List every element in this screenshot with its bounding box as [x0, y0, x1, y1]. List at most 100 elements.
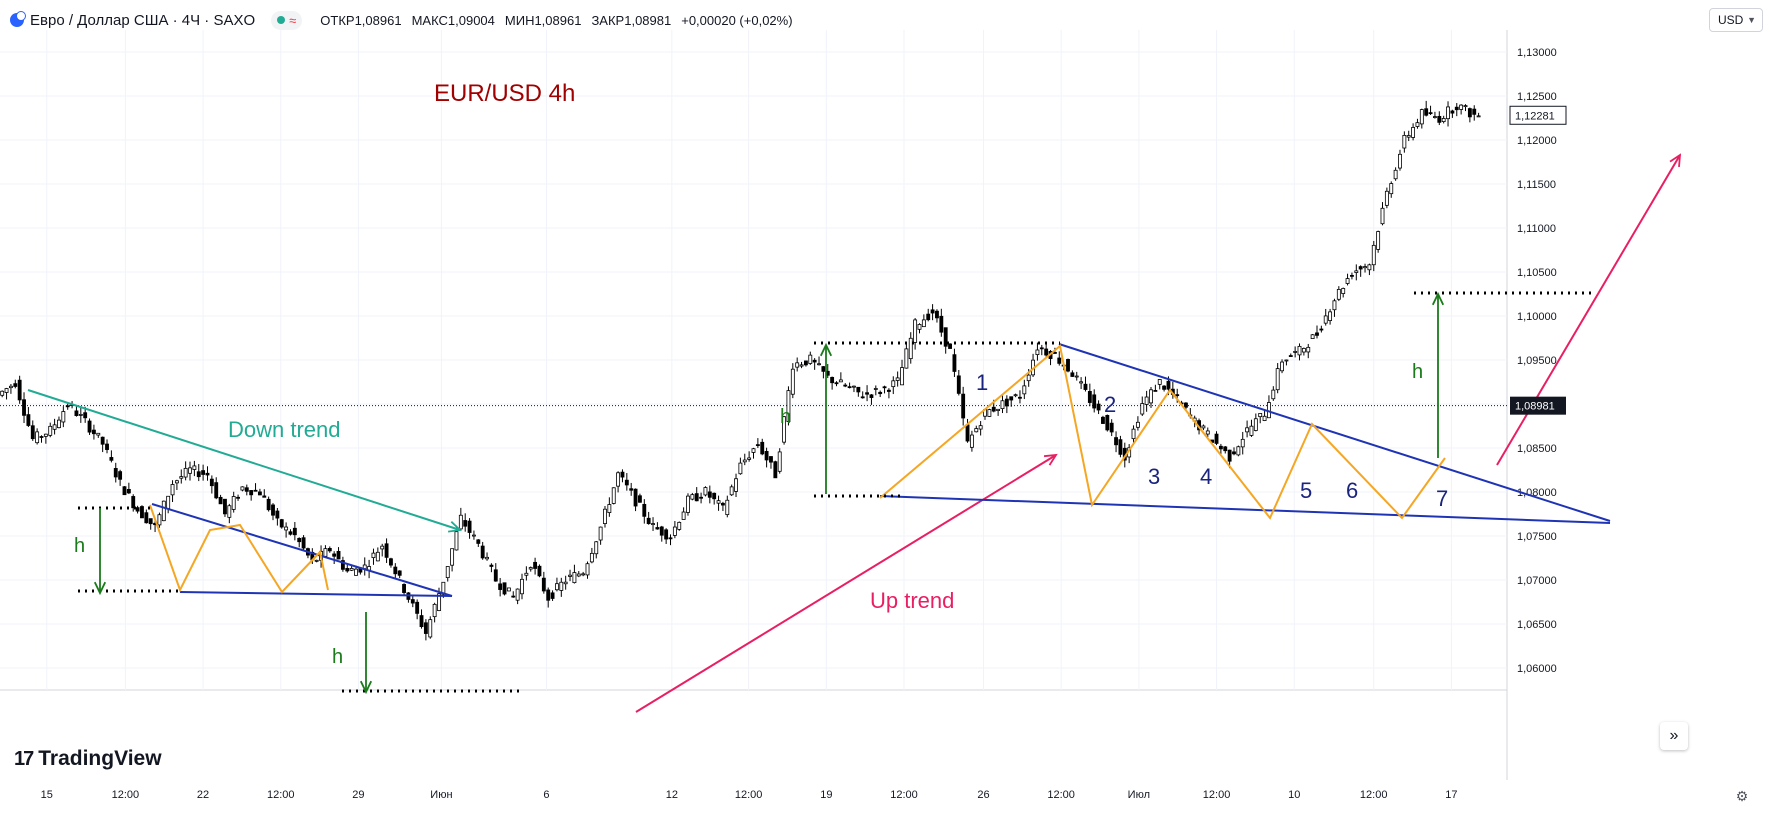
candle-body [642, 503, 647, 517]
euro-dollar-icon[interactable] [10, 11, 26, 27]
candle-body [105, 443, 109, 450]
candle-body [1201, 425, 1206, 429]
candle-body [948, 343, 952, 349]
candle-body [659, 526, 664, 536]
price-tick-label: 1,11500 [1517, 179, 1556, 191]
candle-body [1262, 415, 1267, 421]
price-tick-label: 1,10500 [1517, 267, 1557, 279]
zigzag-right [879, 344, 1446, 520]
candle-body [218, 496, 223, 505]
candle-body [423, 622, 428, 634]
candle-body [1428, 112, 1433, 115]
candle-body [1446, 106, 1450, 120]
candle-body [1319, 328, 1324, 331]
time-tick-label: 12:00 [267, 789, 295, 801]
candle-body [611, 487, 616, 504]
candle-body [1450, 110, 1455, 114]
time-tick-label: 12:00 [1203, 789, 1231, 801]
price-tick-label: 1,12500 [1517, 91, 1557, 103]
wave-icon: ≈ [289, 12, 297, 28]
candle-body [1070, 372, 1075, 377]
candle-body [1004, 398, 1009, 407]
candle-body [860, 396, 865, 399]
candle-body [131, 496, 136, 509]
candle-body [1358, 266, 1363, 270]
candle-body [244, 487, 249, 492]
candle-body [1476, 115, 1481, 118]
symbol-title[interactable]: Евро / Доллар США · 4Ч · SAXO [30, 11, 256, 29]
candle-body [624, 479, 629, 486]
candle-body [812, 359, 817, 363]
candle-body [170, 484, 175, 496]
candle-body [1437, 115, 1442, 123]
candle-body [528, 567, 533, 570]
candle-body [1415, 122, 1420, 127]
candle-body [603, 508, 607, 525]
candle-body [1052, 351, 1057, 354]
candle-body [349, 568, 354, 571]
candle-body [1398, 153, 1402, 169]
candle-body [677, 521, 682, 530]
candle-body [773, 461, 778, 479]
candle-body [690, 494, 695, 500]
time-tick-label: 17 [1445, 789, 1457, 801]
candle-body [550, 592, 555, 599]
candle-body [48, 425, 53, 436]
candle-body [393, 566, 398, 575]
candle-body [943, 327, 948, 347]
candle-body [476, 539, 481, 544]
wave-number-2: 2 [1104, 392, 1116, 417]
down-trend-arrow-line [27, 389, 461, 531]
time-tick-label: 26 [977, 789, 989, 801]
price-tick-label: 1,07500 [1517, 531, 1557, 543]
candle-body [921, 319, 926, 328]
candle-body [30, 425, 35, 440]
candle-body [397, 570, 402, 576]
candle-body [1354, 270, 1359, 273]
tradingview-logo[interactable]: 17 TradingView [14, 747, 162, 771]
candle-body [939, 315, 944, 333]
last-price-label: 1,12281 [1515, 110, 1555, 122]
candle-body [1245, 427, 1250, 433]
up-trend-arrow-line [635, 454, 1057, 713]
market-status[interactable]: ≈ [271, 10, 303, 30]
candle-body [502, 582, 507, 595]
candle-body [1114, 437, 1118, 446]
candle-body [978, 425, 983, 430]
time-tick-label: 12:00 [1360, 789, 1388, 801]
ohlc-close: ЗАКР1,08981 [591, 12, 672, 28]
candle-body [415, 601, 420, 614]
candle-body [454, 531, 459, 551]
candle-body [729, 486, 734, 496]
candle-body [520, 578, 524, 595]
wave-number-1: 1 [976, 370, 988, 395]
candle-body [882, 386, 887, 389]
candle-body [725, 499, 730, 516]
scroll-to-realtime-button[interactable]: » [1660, 722, 1688, 750]
candle-body [78, 413, 83, 416]
currency-selector[interactable]: USD ▼ [1709, 8, 1763, 32]
candle-body [345, 568, 350, 572]
candle-body [1393, 169, 1398, 180]
candle-body [205, 472, 210, 476]
candle-body [524, 572, 529, 576]
candle-body [786, 390, 791, 423]
wave-number-5: 5 [1300, 478, 1312, 503]
candle-body [969, 434, 974, 448]
candle-body [900, 367, 904, 386]
time-tick-label: 10 [1288, 789, 1300, 801]
candle-body [790, 368, 795, 395]
candle-body [891, 380, 896, 388]
current-price-badge [1510, 396, 1566, 415]
candle-body [4, 388, 9, 393]
candle-body [445, 566, 450, 579]
wave-number-6: 6 [1346, 478, 1358, 503]
candle-body [179, 476, 184, 479]
settings-button[interactable]: ⚙ [1732, 786, 1752, 806]
candle-body [231, 496, 236, 510]
candle-body [13, 383, 18, 387]
candle-body [755, 444, 760, 447]
